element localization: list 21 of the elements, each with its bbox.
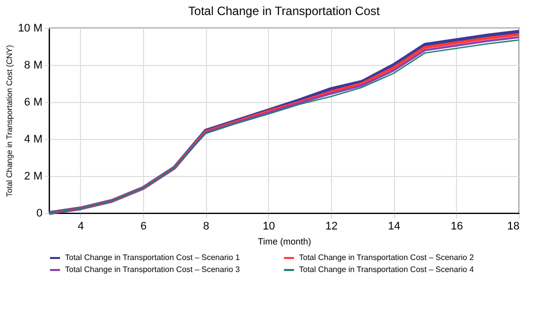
y-tick-label: 0: [36, 208, 42, 220]
y-axis-title: Total Change in Transportation Cost (CNY): [5, 44, 14, 198]
y-tick-label: 2 M: [24, 170, 42, 182]
legend-label: Total Change in Transportation Cost – Scenario 1: [65, 253, 240, 262]
y-tick-label: 10 M: [18, 22, 42, 34]
x-tick-label: 10: [262, 220, 275, 232]
legend-label: Total Change in Transportation Cost – Scenario 4: [299, 265, 474, 274]
x-tick-label: 12: [325, 220, 338, 232]
x-tick-label: 8: [203, 220, 210, 232]
y-tick-label: 4 M: [24, 134, 42, 146]
chart-title: Total Change in Transportation Cost: [188, 4, 380, 18]
x-tick-label: 16: [450, 220, 463, 232]
x-tick-label: 14: [388, 220, 400, 232]
x-tick-label: 4: [78, 220, 84, 232]
x-tick-label: 18: [507, 220, 520, 232]
x-tick-label: 6: [140, 220, 147, 232]
x-axis-title: Time (month): [258, 236, 312, 246]
y-tick-label: 8 M: [24, 60, 42, 72]
y-tick-label: 6 M: [24, 96, 42, 108]
legend-label: Total Change in Transportation Cost – Scenario 3: [65, 265, 240, 274]
legend-label: Total Change in Transportation Cost – Scenario 2: [299, 253, 474, 262]
